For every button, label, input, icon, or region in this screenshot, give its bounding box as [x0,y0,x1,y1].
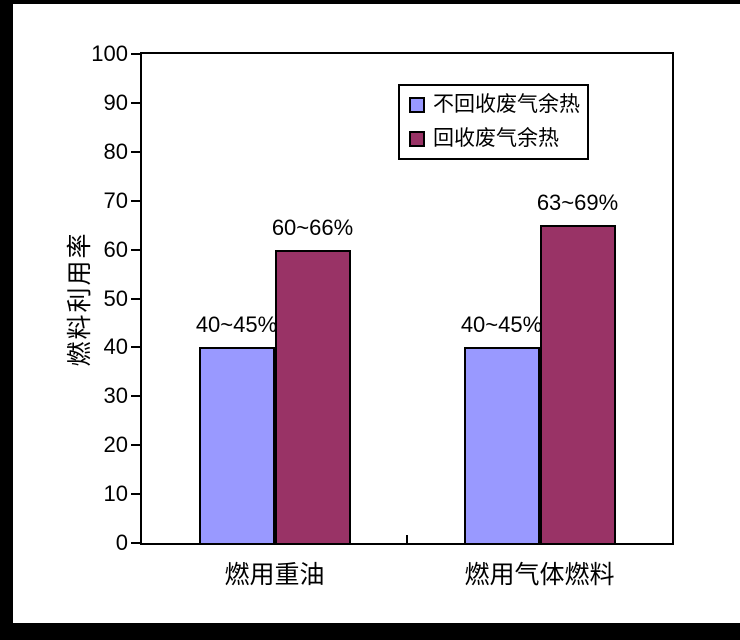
legend-label: 回收废气余热 [433,127,559,150]
y-tick-mark [131,395,140,398]
y-tick-mark [131,444,140,447]
legend-swatch-icon [409,131,425,147]
x-category-label: 燃用气体燃料 [464,561,615,589]
bar-series1-cat2 [463,347,540,545]
legend-item-1: 不回收废气余热 [400,93,587,117]
y-tick-mark [131,493,140,496]
y-tick-mark [131,248,140,251]
data-label: 63~69% [536,190,619,216]
y-tick-label: 20 [103,432,128,458]
y-tick-mark [131,542,140,544]
legend-item-2: 回收废气余热 [400,127,587,151]
bar-series1-cat1 [198,347,275,545]
y-tick-label: 70 [103,187,128,213]
y-tick-label: 40 [103,334,128,360]
legend: 不回收废气余热 回收废气余热 [398,84,589,160]
bar-series2-cat1 [274,249,351,545]
y-tick-mark [131,53,140,55]
y-tick-label: 80 [103,138,128,164]
bar-series2-cat2 [539,225,616,545]
y-tick-mark [131,199,140,202]
y-tick-mark [131,150,140,153]
y-tick-label: 30 [103,383,128,409]
y-tick-label: 60 [103,236,128,262]
y-tick-label: 50 [103,285,128,311]
legend-label: 不回收废气余热 [433,93,580,116]
y-tick-mark [131,101,140,104]
y-tick-label: 0 [115,530,128,555]
data-label: 40~45% [195,312,278,338]
data-label: 60~66% [271,214,354,240]
x-axis-category-tick [406,535,408,545]
y-tick-mark [131,346,140,349]
y-tick-label: 10 [103,481,128,507]
data-label: 40~45% [460,312,543,338]
legend-swatch-icon [409,97,425,113]
y-tick-mark [131,297,140,300]
y-tick-label: 90 [103,89,128,115]
y-tick-label: 100 [91,41,128,66]
x-category-label: 燃用重油 [224,561,325,589]
